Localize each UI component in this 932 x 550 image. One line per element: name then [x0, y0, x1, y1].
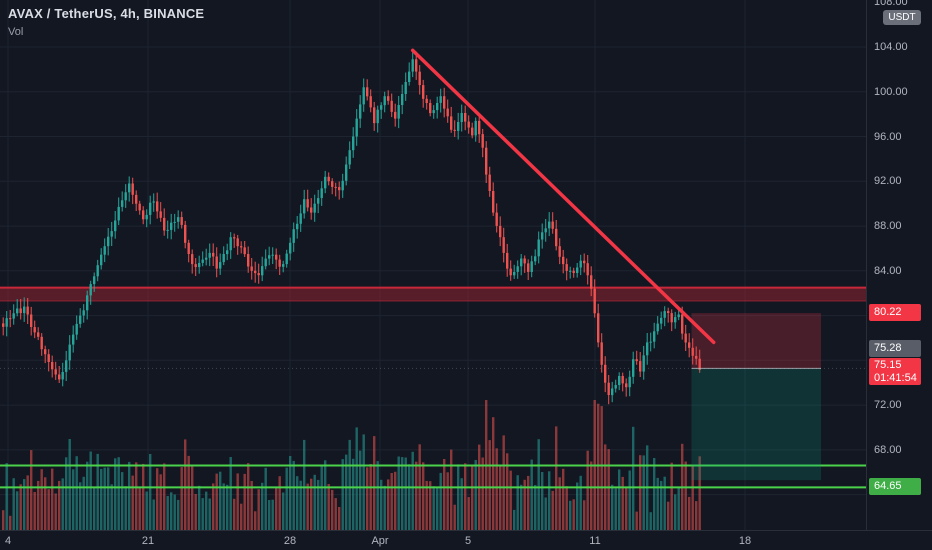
price-tick-label: 104.00 — [874, 41, 908, 53]
chart-legend: AVAX / TetherUS, 4h, BINANCE Vol — [8, 6, 204, 38]
candlestick-canvas[interactable] — [0, 0, 866, 530]
price-tick-label: 88.00 — [874, 220, 902, 232]
price-tick-label: 108.00 — [874, 0, 908, 8]
candles — [2, 50, 701, 405]
price-tick-label: 72.00 — [874, 399, 902, 411]
price-tick-label: 100.00 — [874, 86, 908, 98]
symbol-title[interactable]: AVAX / TetherUS, 4h, BINANCE — [8, 6, 205, 21]
time-tick-label: 11 — [589, 535, 601, 547]
time-tick-label: 21 — [141, 535, 155, 547]
countdown-timer: 01:41:54 — [874, 372, 917, 384]
last-price-badge: 75.15 01:41:54 — [869, 358, 921, 385]
price-tick-label: 96.00 — [874, 131, 902, 143]
last-price-value: 75.15 — [874, 359, 902, 371]
short-position-tool[interactable] — [691, 313, 822, 481]
indicator-vol-label[interactable]: Vol — [8, 26, 24, 38]
target-price-badge: 64.65 — [869, 478, 921, 495]
time-tick-label: 5 — [464, 535, 472, 547]
time-tick-label: 28 — [283, 535, 297, 547]
axis-currency-badge: USDT — [883, 10, 921, 25]
price-tick-label: 68.00 — [874, 444, 902, 456]
time-axis[interactable]: 4 21 28 Apr 5 11 18 — [0, 530, 932, 550]
stop-price-badge: 80.22 — [869, 304, 921, 321]
price-tick-label: 92.00 — [874, 175, 902, 187]
chart-area[interactable] — [0, 0, 866, 530]
time-tick-label: Apr — [371, 535, 389, 547]
entry-price-badge: 75.28 — [869, 340, 921, 357]
price-axis[interactable]: USDT 80.22 75.28 75.15 01:41:54 64.65 10… — [866, 0, 932, 530]
time-tick-label: 4 — [4, 535, 12, 547]
price-tick-label: 84.00 — [874, 265, 902, 277]
resistance-zone[interactable] — [0, 286, 866, 302]
time-tick-label: 18 — [738, 535, 752, 547]
trendline[interactable] — [410, 48, 716, 345]
volume-bars — [2, 400, 701, 530]
